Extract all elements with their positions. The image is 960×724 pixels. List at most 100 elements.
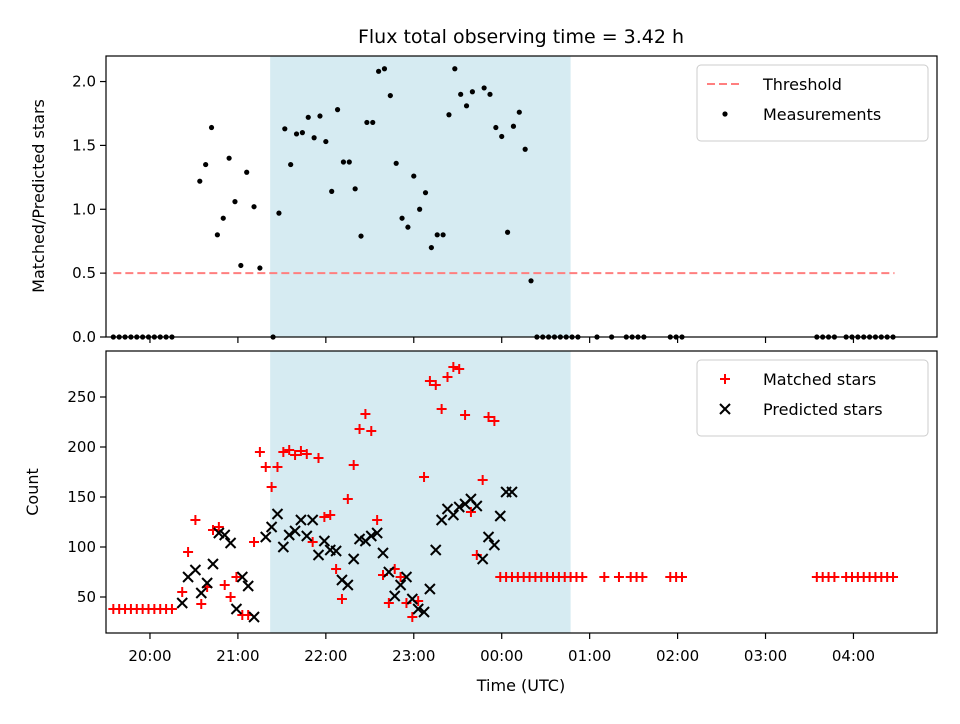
data-point bbox=[405, 224, 411, 230]
data-point bbox=[504, 229, 511, 235]
data-point bbox=[306, 514, 319, 526]
data-point bbox=[372, 515, 383, 525]
x-tick-label: 03:00 bbox=[744, 647, 787, 665]
data-point bbox=[342, 494, 353, 504]
y-tick-label: 100 bbox=[67, 538, 96, 556]
data-point bbox=[301, 530, 313, 542]
data-point bbox=[394, 579, 407, 591]
data-point bbox=[436, 404, 447, 414]
data-point bbox=[417, 206, 423, 212]
data-point bbox=[424, 376, 435, 386]
data-point bbox=[318, 535, 331, 547]
data-point bbox=[277, 541, 290, 553]
data-point bbox=[370, 119, 376, 126]
data-point bbox=[471, 500, 483, 512]
data-point bbox=[888, 572, 899, 582]
data-point bbox=[238, 262, 244, 269]
data-point bbox=[354, 424, 365, 434]
data-point bbox=[460, 410, 471, 420]
data-point bbox=[190, 515, 201, 525]
data-point bbox=[230, 603, 243, 615]
data-point bbox=[236, 571, 249, 583]
data-point bbox=[452, 66, 458, 72]
data-point bbox=[197, 178, 203, 184]
x-tick-label: 23:00 bbox=[392, 647, 435, 665]
data-point bbox=[244, 169, 250, 175]
data-point bbox=[481, 85, 487, 91]
plot-frame bbox=[105, 350, 938, 634]
series-matched-stars bbox=[108, 362, 899, 622]
data-point bbox=[220, 215, 226, 221]
data-point bbox=[476, 553, 489, 565]
data-point bbox=[377, 547, 389, 559]
legend-entry: Predicted stars bbox=[719, 400, 883, 419]
data-point bbox=[288, 161, 294, 168]
data-point bbox=[371, 527, 383, 539]
legend: Matched stars Predicted stars bbox=[696, 359, 929, 437]
y-tick-label: 250 bbox=[67, 388, 96, 406]
x-tick-label: 22:00 bbox=[304, 647, 347, 665]
data-point bbox=[319, 512, 330, 522]
data-point bbox=[283, 529, 295, 541]
legend-entry: Threshold bbox=[707, 75, 842, 94]
x-tick-label: 01:00 bbox=[568, 647, 611, 665]
data-point bbox=[334, 107, 341, 113]
data-point bbox=[189, 564, 202, 576]
y-tick-label: 200 bbox=[67, 438, 96, 456]
legend-label: Matched stars bbox=[763, 370, 876, 389]
data-point bbox=[358, 233, 364, 239]
legend-label: Measurements bbox=[763, 105, 881, 124]
data-point bbox=[325, 510, 336, 520]
data-point bbox=[446, 112, 452, 118]
data-point bbox=[383, 598, 394, 608]
data-point bbox=[506, 486, 518, 498]
data-point bbox=[401, 598, 412, 608]
data-point bbox=[346, 159, 352, 165]
data-point bbox=[232, 199, 238, 205]
data-point bbox=[203, 161, 209, 168]
data-point bbox=[214, 232, 220, 238]
data-point bbox=[260, 531, 272, 543]
data-point bbox=[419, 472, 430, 482]
top-y-axis-label: Matched/Predicted stars bbox=[29, 99, 48, 293]
x-tick-label: 21:00 bbox=[216, 647, 259, 665]
data-point bbox=[284, 445, 295, 455]
data-point bbox=[317, 113, 323, 119]
y-tick-label: 150 bbox=[67, 488, 96, 506]
data-point bbox=[516, 109, 522, 115]
x-tick-label: 02:00 bbox=[656, 647, 699, 665]
data-point bbox=[440, 232, 446, 238]
data-point bbox=[447, 509, 460, 521]
chart-title: Flux total observing time = 3.42 h bbox=[358, 26, 684, 48]
data-point bbox=[208, 124, 215, 131]
data-point bbox=[323, 138, 329, 145]
data-point bbox=[347, 553, 360, 565]
data-point bbox=[305, 114, 311, 120]
data-point bbox=[242, 580, 254, 592]
data-point bbox=[442, 372, 453, 382]
data-point bbox=[424, 583, 436, 595]
data-point bbox=[407, 612, 418, 622]
data-point bbox=[422, 190, 429, 196]
data-point bbox=[266, 482, 277, 492]
data-point bbox=[434, 232, 440, 238]
data-point bbox=[387, 92, 393, 99]
data-point bbox=[329, 188, 335, 194]
data-point bbox=[201, 577, 213, 589]
data-point bbox=[290, 450, 301, 460]
data-point bbox=[276, 210, 282, 216]
data-point bbox=[430, 380, 441, 390]
legend-label: Predicted stars bbox=[763, 400, 883, 419]
data-point bbox=[348, 460, 359, 470]
data-point bbox=[265, 521, 278, 533]
bottom-y-axis-label: Count bbox=[23, 468, 42, 516]
data-point bbox=[271, 508, 284, 520]
data-point bbox=[224, 537, 237, 549]
data-point bbox=[393, 160, 399, 166]
data-point bbox=[383, 566, 395, 578]
data-point bbox=[312, 549, 325, 561]
data-point bbox=[177, 587, 188, 597]
data-point bbox=[412, 603, 424, 615]
data-point bbox=[477, 475, 488, 485]
